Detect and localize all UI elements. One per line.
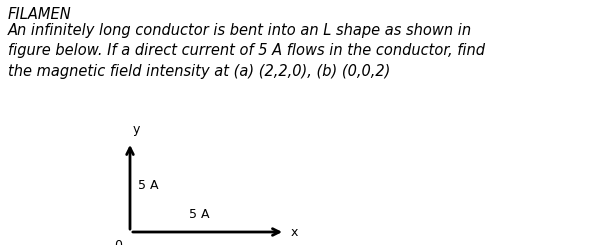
Text: x: x <box>291 225 298 238</box>
Text: 0: 0 <box>114 239 122 245</box>
Text: An infinitely long conductor is bent into an L shape as shown in
figure below. I: An infinitely long conductor is bent int… <box>8 23 485 79</box>
Text: 5 A: 5 A <box>138 179 158 192</box>
Text: y: y <box>133 123 141 136</box>
Text: 5 A: 5 A <box>189 208 209 221</box>
Text: FILAMEN: FILAMEN <box>8 7 72 22</box>
